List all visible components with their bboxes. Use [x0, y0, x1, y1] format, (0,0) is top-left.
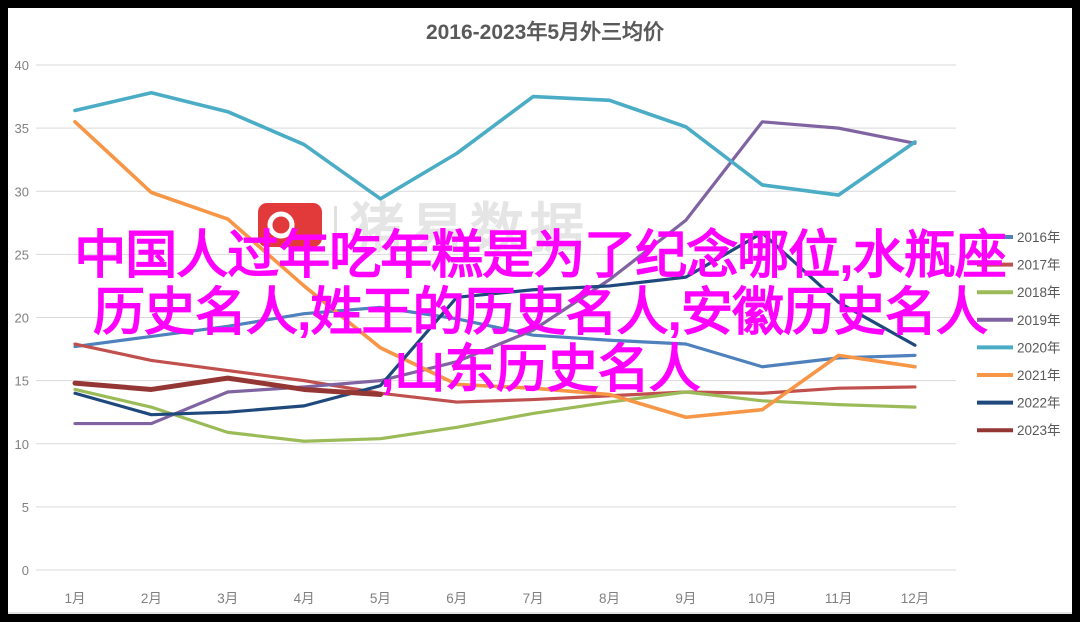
zhuyi-data-watermark: 猪易数据 — [258, 199, 590, 259]
series-line-2023年 — [72, 375, 383, 398]
x-tick-label: 6月 — [446, 591, 467, 606]
legend-label-2018年: 2018年 — [1017, 285, 1061, 300]
watermark-text: 猪易数据 — [350, 199, 590, 259]
legend-label-2022年: 2022年 — [1017, 396, 1061, 411]
x-tick-label: 2月 — [141, 591, 162, 606]
legend-label-2020年: 2020年 — [1017, 340, 1061, 355]
y-tick-label: 10 — [15, 437, 29, 452]
chart-title: 2016-2023年5月外三均价 — [426, 20, 665, 44]
series-line-2017年 — [73, 342, 917, 404]
x-tick-label: 10月 — [748, 591, 777, 606]
y-tick-label: 25 — [15, 247, 29, 262]
x-tick-label: 4月 — [294, 591, 315, 606]
legend-label-2016年: 2016年 — [1017, 230, 1061, 245]
x-tick-label: 8月 — [599, 591, 620, 606]
y-tick-label: 40 — [15, 58, 29, 73]
legend-label-2021年: 2021年 — [1017, 368, 1061, 383]
legend-label-2023年: 2023年 — [1017, 423, 1061, 438]
x-tick-label: 1月 — [64, 591, 85, 606]
legend-label-2017年: 2017年 — [1017, 258, 1061, 273]
y-tick-label: 35 — [15, 121, 29, 136]
y-tick-label: 5 — [22, 500, 29, 515]
y-tick-label: 30 — [15, 184, 29, 199]
legend-label-2019年: 2019年 — [1017, 313, 1061, 328]
series-line-2022年 — [73, 231, 917, 417]
x-tick-label: 11月 — [825, 591, 853, 606]
x-tick-label: 9月 — [675, 591, 696, 606]
y-tick-label: 15 — [15, 374, 29, 389]
legend: 2016年 2017年 2018年 2019年 2020年 2021年 2022年 2023年 — [977, 230, 1061, 438]
x-tick-label: 12月 — [901, 591, 930, 606]
watermark-logo-ring-icon — [267, 211, 295, 239]
data-lines — [72, 90, 917, 443]
series-line-2016年 — [73, 305, 917, 369]
axis-labels: 0 5 10 15 20 25 30 35 40 1月 2月 3月 4月 5月 6月 7月 8月 9月 10月 11月… — [15, 58, 930, 606]
series-line-2021年 — [73, 120, 917, 420]
series-line-2019年 — [73, 120, 917, 426]
x-tick-label: 7月 — [523, 591, 544, 606]
y-tick-label: 0 — [22, 563, 29, 578]
x-tick-label: 5月 — [370, 591, 391, 606]
watermark-divider — [334, 206, 337, 246]
y-tick-label: 20 — [15, 311, 29, 326]
series-line-2020年 — [73, 90, 917, 201]
overlay-headline-link[interactable]: 中国人过年吃年糕是为了纪念哪位,水瓶座 历史名人,姓王的历史名人,安徽历史名人 … — [74, 227, 1006, 399]
x-tick-label: 3月 — [217, 591, 238, 606]
chart-card — [8, 8, 1072, 614]
